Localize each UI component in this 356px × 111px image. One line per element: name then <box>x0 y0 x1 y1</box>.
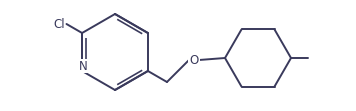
Text: N: N <box>79 59 88 72</box>
Text: O: O <box>189 54 199 66</box>
Text: Cl: Cl <box>53 18 64 31</box>
